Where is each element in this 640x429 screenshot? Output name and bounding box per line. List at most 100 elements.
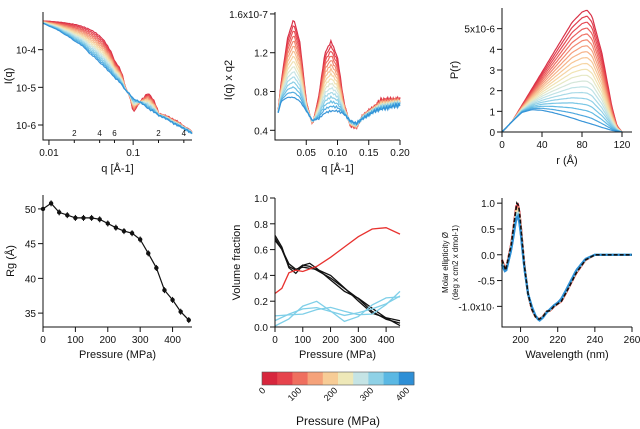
series-line-19 <box>501 109 623 133</box>
panel-b-ylabel: I(q) x q2 <box>223 60 235 100</box>
series-line-4 <box>42 21 193 134</box>
panel-e-xtick-label: 0 <box>272 335 278 346</box>
colorbar-frame <box>261 371 415 386</box>
panel-d-ytick-label: 35 <box>25 309 37 320</box>
rg-point <box>81 215 86 221</box>
panel-b-axes <box>274 12 400 141</box>
series-line-15 <box>42 22 193 135</box>
panel-f-ytick-label: -1.0x10· <box>458 302 495 313</box>
panel-e-ytick-label: 0.4 <box>254 271 268 282</box>
panel-a-axes <box>42 12 192 141</box>
panel-d-xtick-label: 0 <box>40 335 46 346</box>
vf-line-black <box>274 237 401 324</box>
colorbar-tick-label: 400 <box>394 385 412 403</box>
panel-a-ylabel: I(q) <box>3 68 15 85</box>
colorbar-swatch <box>338 372 354 385</box>
panel-a-xtick-minor-label: 2 <box>72 129 77 138</box>
panel-b-ytick-label: 1.2 <box>254 49 268 60</box>
panel-f-xlabel: Wavelength (nm) <box>525 349 608 361</box>
colorbar-title: Pressure (MPa) <box>296 414 380 428</box>
panel-d-ytick-label: 50 <box>25 205 37 216</box>
panel-c-xtick-label: 80 <box>576 140 588 151</box>
panel-e-xlabel: Pressure (MPa) <box>299 349 376 361</box>
panel-f-xtick-label: 240 <box>587 335 604 346</box>
panel-a-xtick-label: 0.1 <box>126 148 140 159</box>
panel-f-xtick-label: 260 <box>624 335 640 346</box>
colorbar-tick-label: 100 <box>286 385 304 403</box>
panel-e-ytick-label: 0.2 <box>254 297 268 308</box>
panel-c-ytick-label: 2 <box>489 87 495 98</box>
rg-point <box>105 221 110 226</box>
rg-point <box>137 237 143 242</box>
series-line-10 <box>42 21 193 135</box>
panel-a-xtick-minor-label: 6 <box>112 129 117 138</box>
panel-c-ylabel: P(r) <box>449 61 461 79</box>
panel-c-chart: 0 40 80 120 0 1 2 3 4 5x10-6 r (Å) P(r) <box>449 8 632 167</box>
panel-e-xtick-label: 200 <box>322 335 339 346</box>
panel-e-ytick-label: 1.0 <box>254 194 268 205</box>
series-line-3 <box>500 205 632 321</box>
panel-a-xtick-minor-label: 4 <box>182 129 187 138</box>
panel-f-axes <box>501 198 632 328</box>
rg-point <box>129 231 135 236</box>
panel-c-ytick-label: 0 <box>489 128 495 139</box>
panel-f-ytick-label: 0.5 <box>481 225 495 236</box>
rg-point <box>56 210 62 215</box>
colorbar-tick-label: 0 <box>257 385 268 396</box>
panel-f-xtick-label: 220 <box>549 335 566 346</box>
panel-e-chart: 0 100 200 300 400 0.0 0.2 0.4 0.6 0.8 1.0 Pressure … <box>231 194 401 361</box>
panel-a-xtick-minor-label: 2 <box>156 129 161 138</box>
panel-f-chart: 200 220 240 260 -1.0x10· -0.5 0.0 0.5 1.0 Wavelen… <box>441 198 640 361</box>
panel-a-xtick-minor-label: 4 <box>97 129 102 138</box>
panel-c-ytick-label: 3 <box>489 66 495 77</box>
vf-line-black <box>274 239 401 322</box>
panel-e-xtick-label: 100 <box>294 335 311 346</box>
colorbar-swatch <box>262 372 278 385</box>
rg-line <box>42 202 190 321</box>
panel-d-ytick-label: 45 <box>25 240 37 251</box>
rg-point <box>89 215 94 221</box>
panel-e-ytick-label: 0.0 <box>254 323 268 334</box>
rg-point <box>65 212 70 218</box>
panel-a-ytick-label: 10-4 <box>16 46 36 57</box>
colorbar-swatch <box>322 372 339 385</box>
rg-point <box>154 265 159 271</box>
rg-point <box>97 217 102 222</box>
panel-d-chart: 0 100 200 300 400 35 40 45 50 Pressure (MPa) Rg (Å… <box>4 195 192 361</box>
panel-e-xtick-label: 300 <box>350 335 367 346</box>
panel-b-xtick-label: 0.20 <box>390 148 410 159</box>
rg-point <box>178 309 183 314</box>
colorbar-swatch <box>368 372 384 385</box>
panel-f-ytick-label: -0.5 <box>478 277 496 288</box>
panel-b-chart: 0.05 0.10 0.15 0.20 0.4 0.8 1.2 1.6x10-7 q [Å-1]… <box>223 10 410 175</box>
pressure-colorbar: 0 100 200 300 400 Pressure (MPa) <box>257 371 415 428</box>
panel-d-xtick-label: 100 <box>67 335 84 346</box>
panel-c-ytick-label: 5x10-6 <box>464 25 495 36</box>
panel-d-xlabel: Pressure (MPa) <box>79 349 156 361</box>
rg-point <box>162 287 167 293</box>
panel-d-ylabel: Rg (Å) <box>4 245 17 277</box>
panel-b-xtick-label: 0.10 <box>328 148 348 159</box>
panel-d-ytick-label: 40 <box>25 274 37 285</box>
panel-a-ytick-label: 10-5 <box>16 83 36 94</box>
series-line-13 <box>277 86 401 125</box>
panel-c-ytick-label: 1 <box>489 107 495 118</box>
panel-c-xtick-label: 120 <box>614 140 631 151</box>
series-line-4 <box>277 40 401 129</box>
panel-f-ytick-label: 1.0 <box>481 199 495 210</box>
panel-b-xtick-label: 0.05 <box>297 148 317 159</box>
colorbar-swatch <box>398 372 415 385</box>
colorbar-swatch <box>353 372 369 385</box>
panel-f-ylabel-units: (deg x cm2 x dmol-1) <box>451 225 460 300</box>
rg-point <box>121 228 127 234</box>
panel-c-xtick-label: 40 <box>536 140 548 151</box>
series-line-15 <box>277 96 401 126</box>
panel-b-xlabel: q [Å-1] <box>321 162 353 175</box>
panel-d-xtick-label: 200 <box>99 335 116 346</box>
panel-c-xlabel: r (Å) <box>556 154 577 167</box>
colorbar-swatch <box>277 372 293 385</box>
panel-d-xtick-label: 300 <box>132 335 149 346</box>
cd-reference-dashed <box>501 201 632 321</box>
panel-f-ytick-label: 0.0 <box>481 251 495 262</box>
